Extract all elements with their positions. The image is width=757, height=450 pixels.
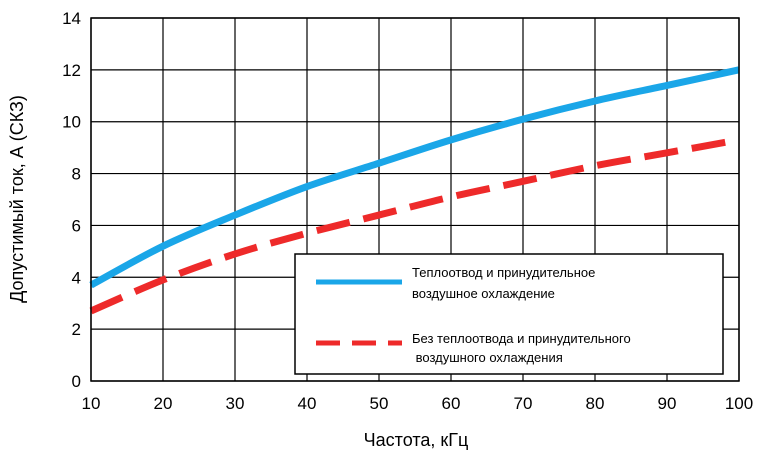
y-tick-label-10: 10: [62, 113, 81, 132]
y-axis-title: Допустимый ток, А (СКЗ): [7, 95, 27, 303]
x-tick-label-90: 90: [658, 394, 677, 413]
legend-label-series-1-line-2: воздушное охлаждение: [412, 286, 555, 301]
x-tick-label-80: 80: [586, 394, 605, 413]
y-tick-labels: 0 2 4 6 8 10 12 14: [62, 9, 81, 391]
x-tick-label-70: 70: [514, 394, 533, 413]
x-tick-label-20: 20: [154, 394, 173, 413]
legend-label-series-2-line-2: воздушного охлаждения: [412, 350, 563, 365]
legend-label-series-1-line-1: Теплоотвод и принудительное: [412, 265, 595, 280]
plot-border: [90, 17, 740, 382]
x-tick-labels: 10 20 30 40 50 60 70 80 90 100: [82, 394, 754, 413]
series-lines: [89, 66, 740, 315]
y-tick-label-4: 4: [72, 268, 81, 287]
x-tick-label-40: 40: [298, 394, 317, 413]
x-tick-label-30: 30: [226, 394, 245, 413]
y-tick-label-12: 12: [62, 61, 81, 80]
series-line-1: [89, 66, 740, 289]
y-tick-label-2: 2: [72, 320, 81, 339]
x-tick-label-50: 50: [370, 394, 389, 413]
legend-label-series-2-line-1: Без теплоотвода и принудительного: [412, 331, 631, 346]
x-tick-label-60: 60: [442, 394, 461, 413]
series-line-2: [89, 136, 740, 315]
y-tick-label-14: 14: [62, 9, 81, 28]
y-tick-label-6: 6: [72, 216, 81, 235]
x-tick-label-10: 10: [82, 394, 101, 413]
legend: Теплоотвод и принудительное воздушное ох…: [294, 253, 724, 375]
x-tick-label-100: 100: [725, 394, 753, 413]
legend-box: [294, 253, 724, 375]
y-tick-label-0: 0: [72, 372, 81, 391]
y-tick-label-8: 8: [72, 165, 81, 184]
x-axis-title: Частота, кГц: [364, 430, 469, 450]
